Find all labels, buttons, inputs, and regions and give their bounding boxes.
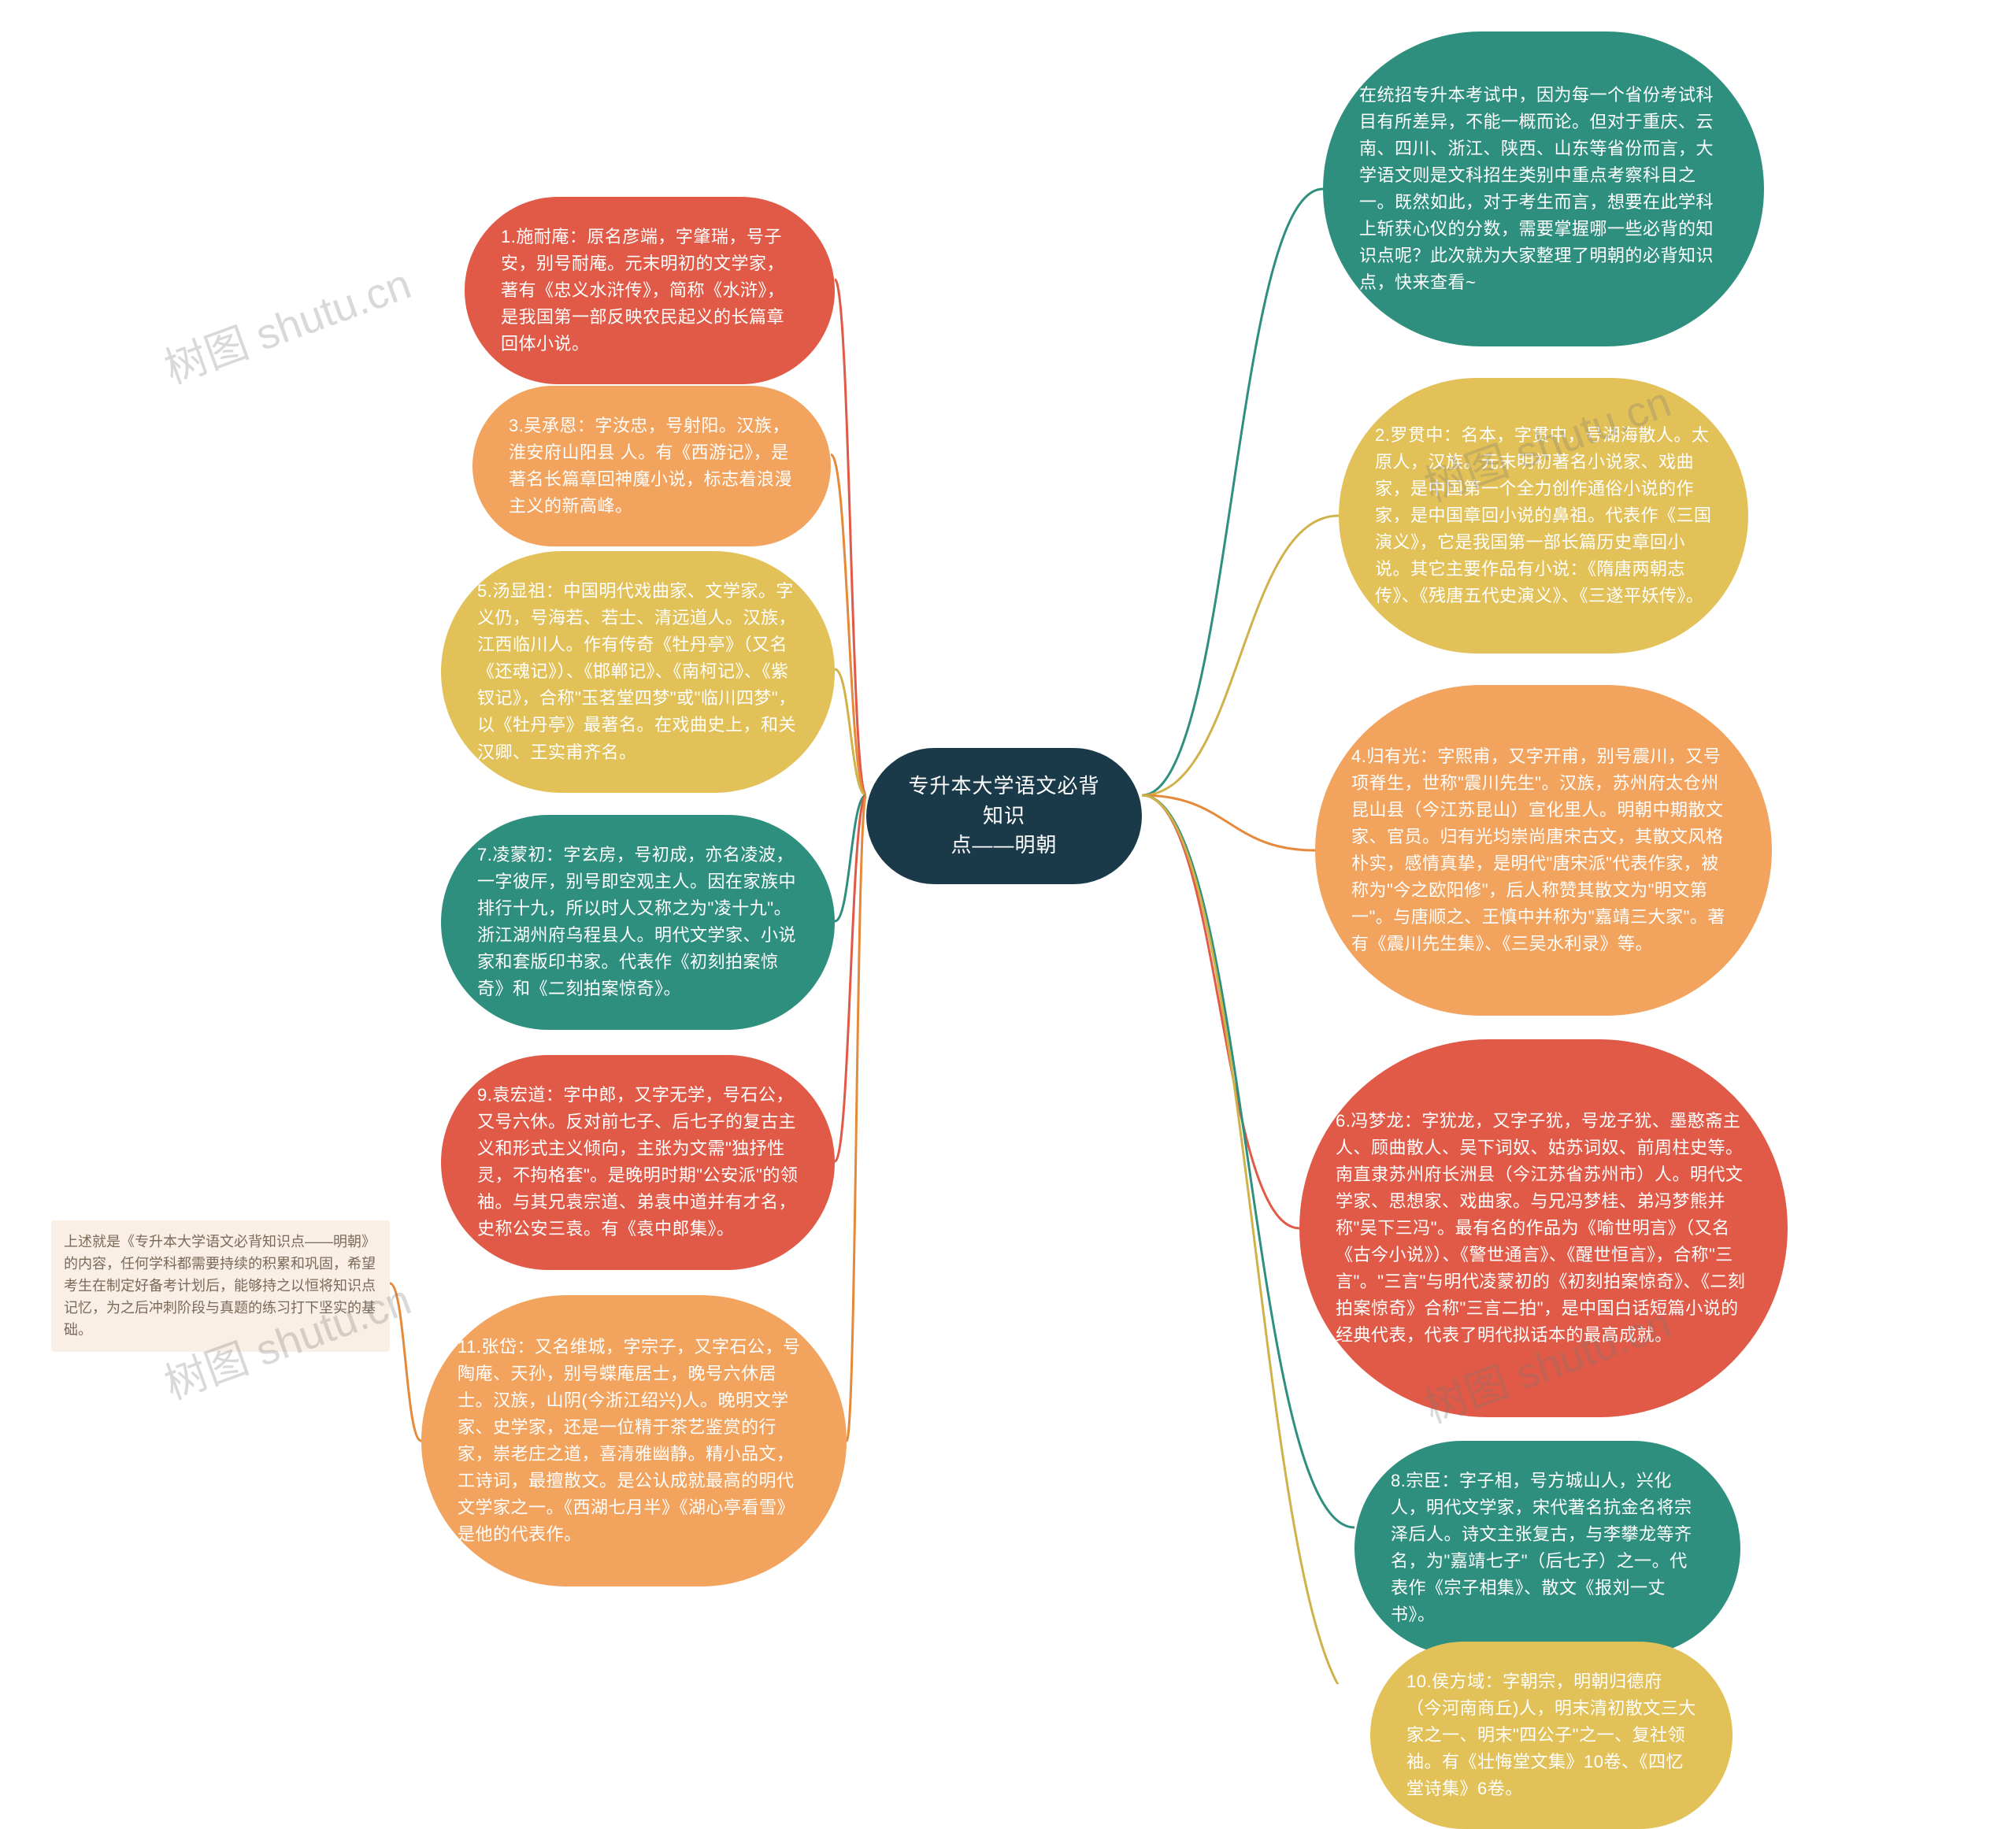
branch-node: 7.凌蒙初：字玄房，号初成，亦名凌波，一字彼厈，别号即空观主人。因在家族中排行十… [441, 815, 835, 1030]
branch-node: 9.袁宏道：字中郎，又字无学，号石公，又号六休。反对前七子、后七子的复古主义和形… [441, 1055, 835, 1270]
aside-text: 上述就是《专升本大学语文必背知识点——明朝》的内容，任何学科都需要持续的积累和巩… [64, 1234, 376, 1338]
branch-node: 2.罗贯中：名本，字贯中，号湖海散人。太原人，汉族。元末明初著名小说家、戏曲家，… [1339, 378, 1748, 653]
branch-node: 在统招专升本考试中，因为每一个省份考试科目有所差异，不能一概而论。但对于重庆、云… [1323, 31, 1764, 346]
branch-node: 10.侯方域：字朝宗，明朝归德府（今河南商丘)人，明末清初散文三大家之一、明末"… [1370, 1642, 1732, 1829]
branch-text: 3.吴承恩：字汝忠，号射阳。汉族，淮安府山阳县 人。有《西游记》，是著名长篇章回… [509, 413, 795, 520]
branch-node: 1.施耐庵：原名彦端，字肇瑞，号子安，别号耐庵。元末明初的文学家，著有《忠义水浒… [465, 197, 835, 384]
branch-node: 5.汤显祖：中国明代戏曲家、文学家。字义仍，号海若、若士、清远道人。汉族，江西临… [441, 551, 835, 793]
connector [1142, 189, 1323, 795]
connector [1142, 516, 1339, 795]
connector [835, 795, 866, 921]
branch-text: 1.施耐庵：原名彦端，字肇瑞，号子安，别号耐庵。元末明初的文学家，著有《忠义水浒… [501, 224, 799, 357]
connector [1142, 795, 1315, 850]
branch-node: 6.冯梦龙：字犹龙，又字子犹，号龙子犹、墨憨斋主人、顾曲散人、吴下词奴、姑苏词奴… [1299, 1039, 1788, 1417]
connector [835, 280, 866, 795]
connector [847, 795, 866, 1441]
connector [835, 669, 866, 795]
branch-text: 9.袁宏道：字中郎，又字无学，号石公，又号六休。反对前七子、后七子的复古主义和形… [477, 1082, 799, 1243]
connector [1142, 795, 1299, 1228]
branch-text: 11.张岱：又名维城，字宗子，又字石公，号陶庵、天孙，别号蝶庵居士，晚号六休居士… [458, 1334, 810, 1549]
center-label: 专升本大学语文必背知识点——明朝 [901, 772, 1107, 861]
branch-text: 5.汤显祖：中国明代戏曲家、文学家。字义仍，号海若、若士、清远道人。汉族，江西临… [477, 578, 799, 766]
branch-text: 2.罗贯中：名本，字贯中，号湖海散人。太原人，汉族。元末明初著名小说家、戏曲家，… [1375, 422, 1712, 610]
connector [390, 1283, 421, 1441]
connector [831, 455, 866, 796]
branch-text: 4.归有光：字熙甫，又字开甫，别号震川，又号项脊生，世称"震川先生"。汉族，苏州… [1351, 743, 1736, 958]
branch-node: 11.张岱：又名维城，字宗子，又字石公，号陶庵、天孙，别号蝶庵居士，晚号六休居士… [421, 1295, 847, 1586]
branch-text: 在统招专升本考试中，因为每一个省份考试科目有所差异，不能一概而论。但对于重庆、云… [1359, 82, 1728, 297]
branch-node: 3.吴承恩：字汝忠，号射阳。汉族，淮安府山阳县 人。有《西游记》，是著名长篇章回… [472, 386, 831, 546]
branch-node: 8.宗臣：字子相，号方城山人，兴化人，明代文学家，宋代著名抗金名将宗泽后人。诗文… [1354, 1441, 1740, 1656]
branch-text: 7.凌蒙初：字玄房，号初成，亦名凌波，一字彼厈，别号即空观主人。因在家族中排行十… [477, 842, 799, 1003]
watermark: 树图 shutu.cn [154, 249, 417, 395]
aside-note: 上述就是《专升本大学语文必背知识点——明朝》的内容，任何学科都需要持续的积累和巩… [51, 1220, 390, 1352]
branch-text: 8.宗臣：字子相，号方城山人，兴化人，明代文学家，宋代著名抗金名将宗泽后人。诗文… [1391, 1468, 1704, 1629]
center-node: 专升本大学语文必背知识点——明朝 [866, 748, 1142, 884]
branch-text: 6.冯梦龙：字犹龙，又字子犹，号龙子犹、墨憨斋主人、顾曲散人、吴下词奴、姑苏词奴… [1336, 1108, 1751, 1350]
connector [835, 795, 866, 1161]
branch-text: 10.侯方域：字朝宗，明朝归德府（今河南商丘)人，明末清初散文三大家之一、明末"… [1406, 1668, 1696, 1802]
branch-node: 4.归有光：字熙甫，又字开甫，别号震川，又号项脊生，世称"震川先生"。汉族，苏州… [1315, 685, 1772, 1016]
